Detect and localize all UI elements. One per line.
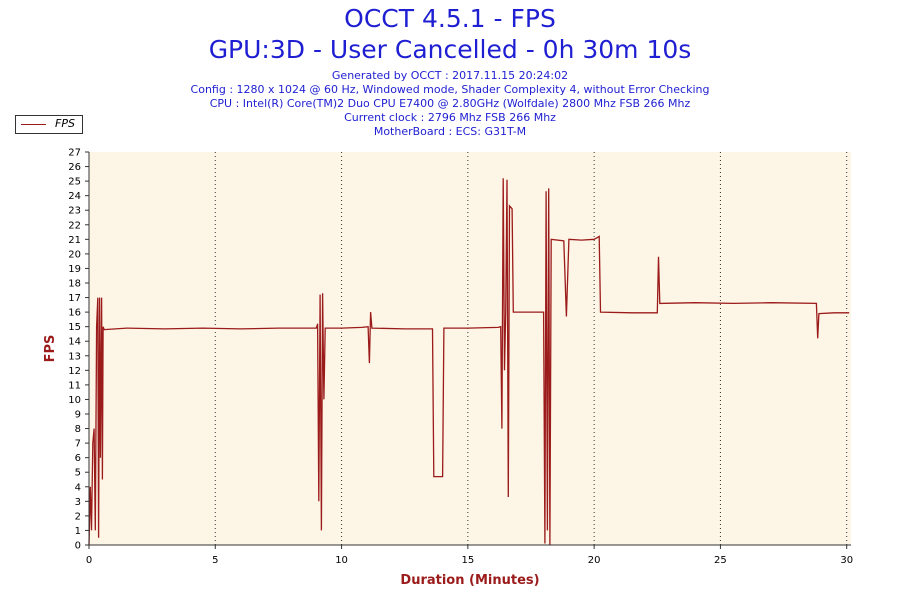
x-tick-label: 0 xyxy=(86,555,92,566)
y-tick-label: 26 xyxy=(68,162,81,173)
x-tick-label: 30 xyxy=(840,555,853,566)
y-tick-label: 22 xyxy=(68,220,81,231)
y-tick-label: 2 xyxy=(75,511,81,522)
y-tick-label: 17 xyxy=(68,293,81,304)
y-tick-label: 5 xyxy=(75,468,81,479)
y-tick-label: 16 xyxy=(68,308,81,319)
y-tick-label: 7 xyxy=(75,439,81,450)
y-tick-label: 0 xyxy=(75,541,81,552)
legend-swatch xyxy=(21,124,46,125)
y-tick-label: 18 xyxy=(68,279,81,290)
y-tick-label: 8 xyxy=(75,424,81,435)
x-tick-label: 25 xyxy=(714,555,727,566)
info-motherboard: MotherBoard : ECS: G31T-M xyxy=(373,125,527,138)
y-tick-label: 14 xyxy=(68,337,81,348)
y-tick-label: 9 xyxy=(75,410,81,421)
y-tick-label: 3 xyxy=(75,497,81,508)
legend-label: FPS xyxy=(55,117,75,130)
y-tick-label: 24 xyxy=(68,191,81,202)
series-fps-line xyxy=(88,178,850,546)
legend: FPS xyxy=(15,115,83,134)
y-tick-label: 6 xyxy=(75,453,81,464)
y-tick-label: 23 xyxy=(68,206,81,217)
y-tick-label: 11 xyxy=(68,380,81,391)
x-axis-label: Duration (Minutes) xyxy=(400,573,539,588)
x-tick-label: 10 xyxy=(335,555,348,566)
info-current-clock: Current clock : 2796 Mhz FSB 266 Mhz xyxy=(344,111,556,124)
y-tick-label: 15 xyxy=(68,322,81,333)
grid-lines xyxy=(214,152,848,545)
y-tick-label: 19 xyxy=(68,264,81,275)
info-generated: Generated by OCCT : 2017.11.15 20:24:02 xyxy=(331,69,569,82)
chart-subtitle: GPU:3D - User Cancelled - 0h 30m 10s xyxy=(208,35,692,64)
y-tick-label: 10 xyxy=(68,395,81,406)
y-tick-label: 27 xyxy=(68,148,81,159)
x-tick-label: 15 xyxy=(461,555,474,566)
y-tick-label: 25 xyxy=(68,177,81,188)
x-tick-label: 5 xyxy=(212,555,218,566)
info-config: Config : 1280 x 1024 @ 60 Hz, Windowed m… xyxy=(190,83,710,96)
y-tick-label: 4 xyxy=(75,482,81,493)
chart-title: OCCT 4.5.1 - FPS xyxy=(344,4,556,33)
x-tick-label: 20 xyxy=(588,555,601,566)
y-axis-label: FPS xyxy=(43,335,58,363)
y-tick-label: 1 xyxy=(75,526,81,537)
x-axis-ticks: 0 5 10 15 20 25 30 xyxy=(86,545,853,566)
info-cpu: CPU : Intel(R) Core(TM)2 Duo CPU E7400 @… xyxy=(209,97,691,110)
y-tick-label: 13 xyxy=(68,351,81,362)
y-tick-label: 12 xyxy=(68,366,81,377)
y-tick-label: 20 xyxy=(68,249,81,260)
y-axis-ticks: 0123456789101112131415161718192021222324… xyxy=(68,148,89,552)
y-tick-label: 21 xyxy=(68,235,81,246)
plot-area xyxy=(89,152,851,545)
